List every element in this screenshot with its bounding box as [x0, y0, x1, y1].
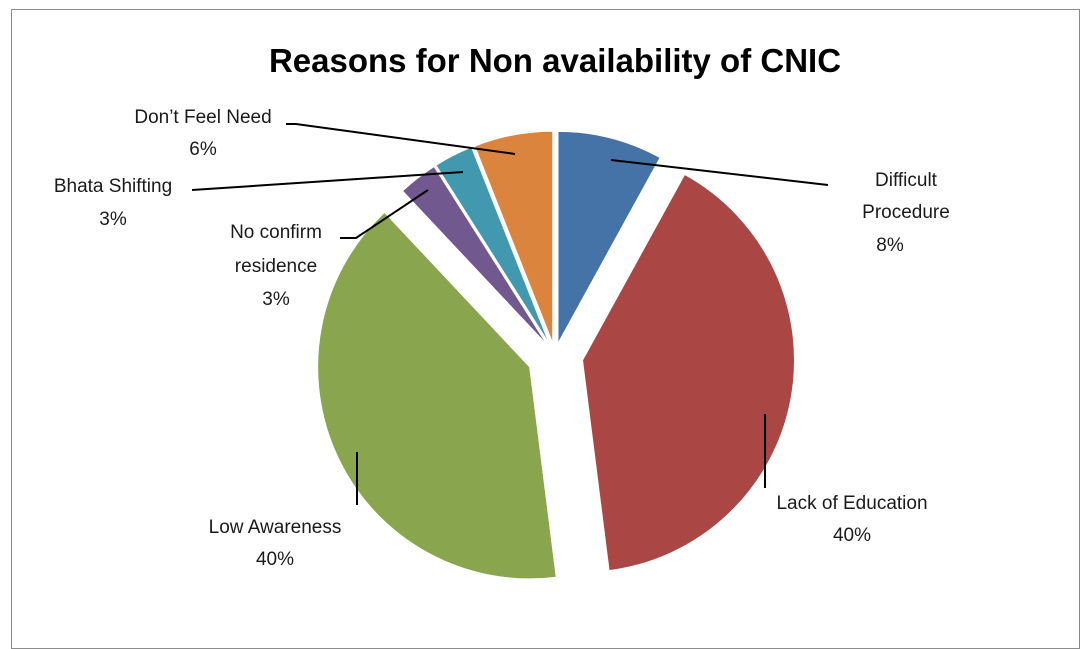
label-name-no-confirm-residence-1: No confirm — [230, 222, 322, 243]
label-pct-difficult-procedure: 8% — [876, 235, 904, 256]
leader-no-confirm-residence — [340, 189, 429, 239]
slice-low-awareness — [317, 211, 557, 580]
label-pct-lack-of-education: 40% — [833, 525, 871, 546]
leader-don-t-feel-need — [286, 123, 516, 155]
label-pct-low-awareness: 40% — [256, 549, 294, 570]
slice-don-t-feel-need — [474, 130, 554, 344]
slice-difficult-procedure — [557, 130, 661, 344]
leader-difficult-procedure — [610, 159, 829, 186]
label-name-don-t-feel-need: Don’t Feel Need — [134, 107, 271, 128]
slice-lack-of-education — [581, 173, 795, 572]
label-name-lack-of-education: Lack of Education — [776, 493, 927, 514]
slice-labels: Difficult Procedure 8% Lack of Education 40%… — [54, 107, 950, 570]
label-name-low-awareness: Low Awareness — [209, 517, 342, 538]
label-pct-bhata-shifting: 3% — [99, 209, 127, 230]
label-name-bhata-shifting: Bhata Shifting — [54, 176, 172, 197]
label-pct-no-confirm-residence: 3% — [262, 289, 290, 310]
leader-bhata-shifting — [191, 171, 464, 191]
label-name-difficult-procedure-1: Difficult — [875, 170, 938, 191]
chart-title: Reasons for Non availability of CNIC — [269, 42, 841, 79]
pie-slices — [317, 130, 795, 580]
label-pct-don-t-feel-need: 6% — [189, 139, 217, 160]
leader-lines — [191, 123, 829, 505]
slice-no-confirm-residence — [401, 165, 549, 346]
label-name-no-confirm-residence-2: residence — [235, 256, 317, 277]
label-name-difficult-procedure-2: Procedure — [862, 202, 950, 223]
